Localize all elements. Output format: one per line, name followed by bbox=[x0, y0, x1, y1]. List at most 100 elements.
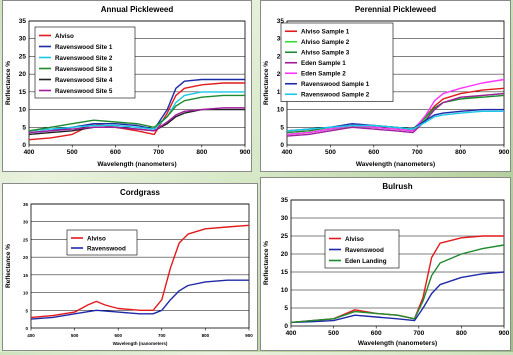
x-tick-label: 800 bbox=[196, 149, 207, 156]
y-tick-label: 30 bbox=[23, 220, 29, 225]
x-tick-label: 500 bbox=[325, 149, 336, 156]
y-tick-label: 15 bbox=[23, 273, 29, 278]
chart-title: Annual Pickleweed bbox=[101, 5, 174, 14]
legend-entry: Ravenswood Site 1 bbox=[55, 44, 113, 51]
chart-panel-bulrush: Bulrush 0 5 10 15 20 25 30 35 400 500 600 700 800 900 W… bbox=[260, 177, 511, 351]
y-tick-label: 30 bbox=[19, 36, 27, 43]
legend-entry: Eden Landing bbox=[345, 258, 387, 265]
legend-entry: Eden Sample 2 bbox=[301, 71, 346, 78]
x-tick-label: 700 bbox=[158, 333, 166, 338]
legend bbox=[34, 26, 136, 99]
x-axis-label: Wavelength (nanometers) bbox=[356, 161, 435, 168]
series-line-2 bbox=[290, 271, 505, 324]
x-tick-label: 800 bbox=[455, 149, 466, 156]
legend-entry: Ravenswood Site 3 bbox=[55, 66, 113, 73]
series-line-4 bbox=[28, 94, 245, 132]
chart-bulrush: Bulrush 0 5 10 15 20 25 30 35 400 500 600 700 800 900 W… bbox=[263, 182, 510, 347]
legend-entry: Ravenswood bbox=[345, 247, 384, 254]
series-line-1 bbox=[30, 224, 250, 319]
legend-entry: Alviso Sample 2 bbox=[301, 39, 350, 46]
chart-panel-annual-pickleweed: Annual Pickleweed 0 5 10 15 20 25 30 35 400 500 600… bbox=[2, 0, 252, 172]
x-tick-label: 400 bbox=[286, 330, 297, 337]
y-tick-label: 35 bbox=[19, 18, 27, 25]
x-tick-label: 600 bbox=[114, 333, 122, 338]
y-tick-label: 25 bbox=[19, 53, 27, 60]
y-axis-label: Reflectance % bbox=[263, 61, 270, 105]
plot-area bbox=[30, 203, 250, 329]
chart-title: Perennial Pickleweed bbox=[355, 5, 436, 14]
y-axis-label: Reflectance % bbox=[5, 244, 12, 288]
y-axis-label: Reflectance % bbox=[5, 61, 12, 105]
x-axis-label: Wavelength (nanometers) bbox=[358, 340, 437, 347]
y-tick-label: 5 bbox=[284, 305, 288, 312]
series-line-5 bbox=[286, 78, 505, 136]
series-line-3 bbox=[28, 91, 245, 132]
y-tick-label: 20 bbox=[19, 71, 27, 78]
x-tick-label: 900 bbox=[499, 330, 510, 337]
x-axis-label: Wavelength (nanometers) bbox=[97, 161, 176, 168]
x-tick-label: 800 bbox=[456, 330, 467, 337]
chart-annual-pickleweed: Annual Pickleweed 0 5 10 15 20 25 30 35 400 500 600… bbox=[5, 5, 251, 168]
y-tick-label: 5 bbox=[22, 124, 26, 131]
legend-entry: Ravenswood Sample 1 bbox=[301, 81, 370, 88]
y-tick-label: 25 bbox=[277, 53, 285, 60]
legend-entry: Ravenswood bbox=[87, 245, 126, 252]
x-tick-label: 600 bbox=[110, 149, 121, 156]
y-tick-label: 5 bbox=[25, 308, 28, 313]
y-tick-label: 10 bbox=[277, 107, 285, 114]
y-tick-label: 0 bbox=[280, 142, 284, 149]
x-tick-label: 900 bbox=[499, 149, 510, 156]
series-line-7 bbox=[286, 110, 504, 132]
y-tick-label: 35 bbox=[281, 197, 289, 204]
legend-entry: Alviso Sample 1 bbox=[301, 29, 350, 36]
y-tick-label: 15 bbox=[19, 89, 27, 96]
y-tick-label: 20 bbox=[277, 71, 285, 78]
x-tick-label: 600 bbox=[368, 149, 379, 156]
y-tick-label: 15 bbox=[281, 269, 289, 276]
x-tick-label: 400 bbox=[282, 149, 293, 156]
legend bbox=[280, 22, 394, 102]
legend-entry: Alviso bbox=[55, 33, 74, 40]
y-tick-label: 0 bbox=[22, 142, 26, 149]
y-tick-label: 25 bbox=[23, 237, 29, 242]
legend-entry: Alviso bbox=[345, 236, 364, 243]
y-tick-label: 0 bbox=[25, 326, 28, 331]
series-line-1 bbox=[28, 82, 245, 141]
legend-entry: Ravenswood Sample 2 bbox=[301, 92, 370, 99]
chart-panel-cordgrass: Cordgrass 0 5 10 15 20 25 30 35 400 500 600 700 800 90… bbox=[2, 183, 258, 351]
y-tick-label: 10 bbox=[23, 291, 29, 296]
y-tick-label: 5 bbox=[280, 124, 284, 131]
x-tick-label: 900 bbox=[245, 333, 253, 338]
y-tick-label: 35 bbox=[23, 202, 29, 207]
y-tick-label: 20 bbox=[23, 255, 29, 260]
chart-panel-perennial-pickleweed: Perennial Pickleweed 0 5 10 15 20 25 30 35 400 500… bbox=[260, 0, 511, 172]
y-tick-label: 0 bbox=[284, 323, 288, 330]
y-tick-label: 30 bbox=[281, 215, 289, 222]
y-tick-label: 15 bbox=[277, 89, 285, 96]
x-tick-label: 700 bbox=[412, 149, 423, 156]
y-tick-label: 30 bbox=[277, 36, 285, 43]
x-tick-label: 400 bbox=[24, 149, 35, 156]
y-tick-label: 10 bbox=[19, 107, 27, 114]
chart-title: Cordgrass bbox=[120, 188, 161, 197]
legend bbox=[66, 229, 138, 256]
x-tick-label: 600 bbox=[371, 330, 382, 337]
chart-cordgrass: Cordgrass 0 5 10 15 20 25 30 35 400 500 600 700 800 90… bbox=[5, 188, 253, 346]
y-tick-label: 35 bbox=[277, 18, 285, 25]
x-tick-label: 900 bbox=[240, 149, 251, 156]
series-line-3 bbox=[290, 244, 505, 324]
chart-title: Bulrush bbox=[382, 182, 412, 191]
x-axis-label: Wavelength (nanometers) bbox=[113, 341, 168, 346]
x-tick-label: 400 bbox=[27, 333, 35, 338]
series-line-2 bbox=[30, 279, 249, 320]
y-tick-label: 25 bbox=[281, 233, 289, 240]
series-line-6 bbox=[28, 107, 245, 134]
legend-entry: Alviso bbox=[87, 235, 106, 242]
x-tick-label: 500 bbox=[67, 149, 78, 156]
x-tick-label: 500 bbox=[71, 333, 79, 338]
legend-entry: Alviso Sample 3 bbox=[301, 50, 350, 57]
x-tick-label: 700 bbox=[413, 330, 424, 337]
x-tick-label: 500 bbox=[328, 330, 339, 337]
x-tick-label: 700 bbox=[153, 149, 164, 156]
series-line-4 bbox=[286, 92, 505, 137]
